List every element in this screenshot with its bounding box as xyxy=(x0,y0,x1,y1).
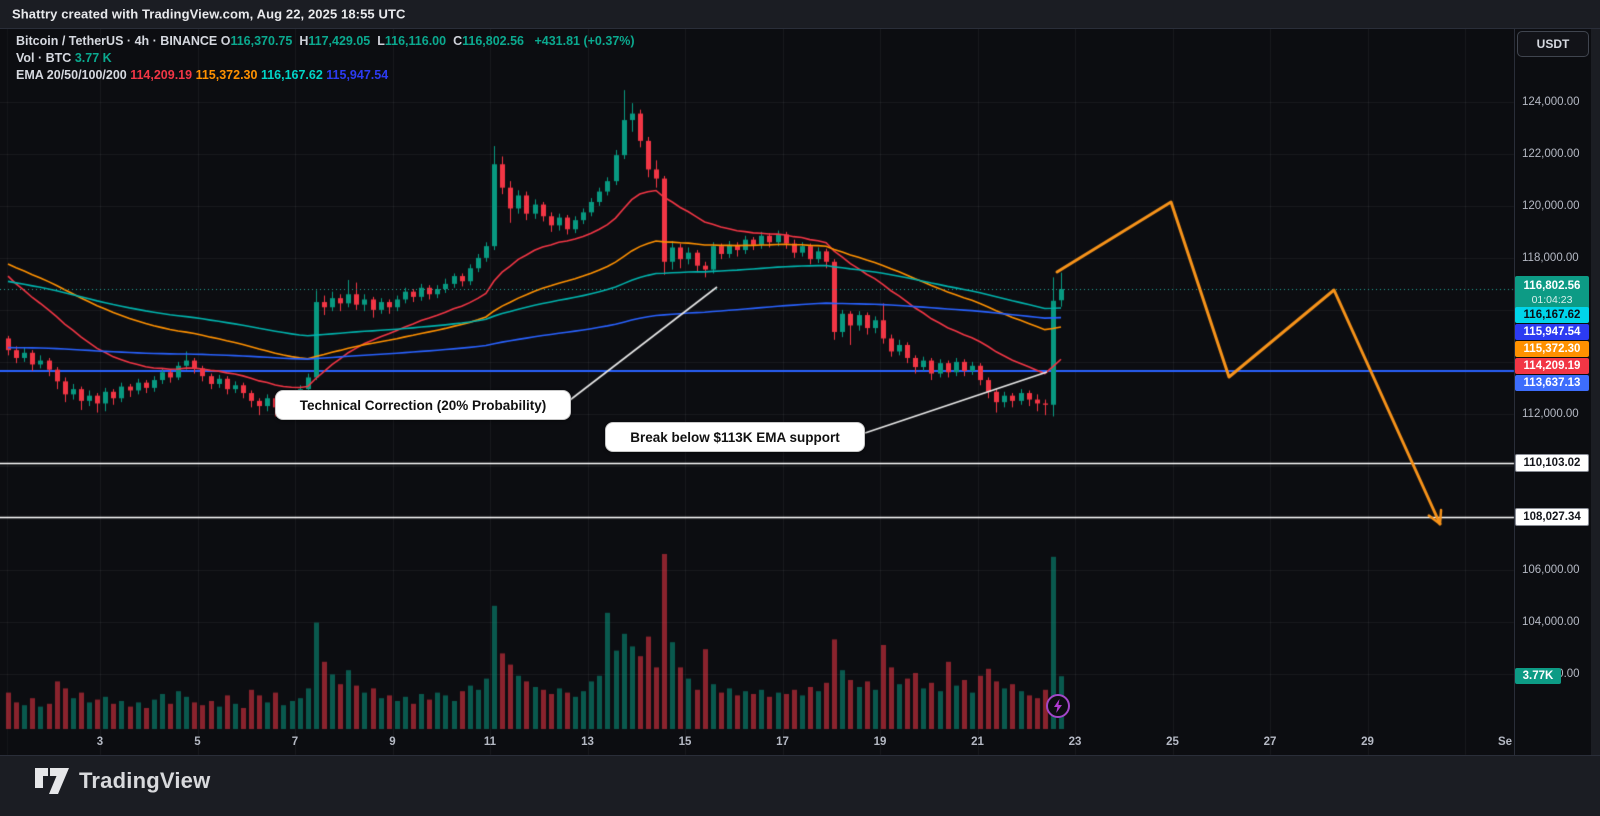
time-tick-label: 15 xyxy=(678,736,692,748)
exchange-label[interactable]: BINANCE xyxy=(160,34,218,48)
price-tick-label: 104,000.00 xyxy=(1522,615,1580,628)
brand-bar: TradingView xyxy=(0,756,1600,816)
time-tick-label: 25 xyxy=(1166,736,1179,748)
price-level-badge: 113,637.13 xyxy=(1515,375,1589,391)
symbol-title[interactable]: Bitcoin / TetherUS xyxy=(16,34,124,48)
price-level-badge: 115,372.30 xyxy=(1515,341,1589,357)
price-tick-label: 106,000.00 xyxy=(1522,563,1580,576)
ema-label: EMA 20/50/100/200 xyxy=(16,68,127,82)
chart-canvas[interactable] xyxy=(0,0,1600,760)
ohlc-h: H117,429.05 xyxy=(299,34,371,48)
ema-value-20: 114,209.19 xyxy=(130,68,193,82)
annotation-technical-correction[interactable]: Technical Correction (20% Probability) xyxy=(275,390,571,420)
price-tick-label: 124,000.00 xyxy=(1522,95,1580,108)
price-tick-label: 120,000.00 xyxy=(1522,199,1580,212)
time-tick-label: 27 xyxy=(1263,736,1277,748)
ohlc-c: C116,802.56 xyxy=(453,34,524,48)
symbol-row[interactable]: Bitcoin / TetherUS · 4h · BINANCE O116,3… xyxy=(16,34,635,48)
time-tick-label: 19 xyxy=(873,736,887,748)
time-tick-label: 17 xyxy=(776,736,789,748)
time-tick-label: 5 xyxy=(194,736,201,748)
time-tick-label: 21 xyxy=(971,736,984,748)
tradingview-logo-text: TradingView xyxy=(79,768,211,793)
time-tick-label: 23 xyxy=(1068,736,1082,748)
time-tick-label: 11 xyxy=(483,736,497,748)
ohlc-l: L116,116.00 xyxy=(377,34,447,48)
chart-top-border xyxy=(0,28,1600,29)
chart-bottom-border xyxy=(0,755,1600,756)
interval-label[interactable]: 4h xyxy=(134,34,150,48)
price-tick-label: 118,000.00 xyxy=(1522,251,1579,264)
annotation-break-below-support[interactable]: Break below $113K EMA support xyxy=(605,422,865,452)
price-tick-label: 122,000.00 xyxy=(1522,147,1580,160)
tradingview-logo-icon xyxy=(35,768,69,794)
attribution-text: Shattry created with TradingView.com, Au… xyxy=(12,6,406,22)
ohlc-o: O116,370.75 xyxy=(220,34,293,48)
volume-row[interactable]: Vol · BTC 3.77 K xyxy=(16,50,635,66)
volume-value-badge: 3.77K xyxy=(1515,668,1561,685)
time-tick-label: 3 xyxy=(96,736,104,748)
ema-value-100: 116,167.62 xyxy=(260,68,323,82)
time-tick-label: 29 xyxy=(1361,736,1374,748)
price-level-badge: 114,209.19 xyxy=(1515,358,1589,374)
lightning-marker-icon[interactable] xyxy=(1045,693,1071,719)
time-tick-label: 13 xyxy=(581,736,594,748)
ema-row[interactable]: EMA 20/50/100/200 114,209.19 115,372.30 … xyxy=(16,67,635,83)
price-level-badge: 116,167.62 xyxy=(1515,307,1589,323)
currency-toggle-button[interactable]: USDT xyxy=(1517,31,1589,57)
time-tick-label: 9 xyxy=(389,736,396,748)
ohlc-values: O116,370.75 H117,429.05 L116,116.00 C116,80… xyxy=(221,34,531,48)
change-value: +431.81 (+0.37%) xyxy=(534,34,635,48)
bar-countdown: 01:04:23 xyxy=(1531,294,1573,306)
time-tick-label: Se xyxy=(1497,736,1513,748)
price-tick-label: 112,000.00 xyxy=(1522,407,1579,420)
volume-value: 3.77 K xyxy=(74,51,112,65)
attribution-bar: Shattry created with TradingView.com, Au… xyxy=(0,0,1600,28)
tradingview-logo[interactable]: TradingView xyxy=(35,766,210,796)
support-level-badge: 110,103.02 xyxy=(1515,454,1589,473)
volume-label: Vol · BTC xyxy=(16,51,72,65)
ema-value-200: 115,947.54 xyxy=(326,68,389,82)
ema-value-50: 115,372.30 xyxy=(195,68,258,82)
last-price-badge: 116,802.56 01:04:23 xyxy=(1515,276,1589,310)
price-level-badge: 115,947.54 xyxy=(1515,324,1589,340)
last-price-value: 116,802.56 xyxy=(1523,280,1581,292)
chart-legend: Bitcoin / TetherUS · 4h · BINANCE O116,3… xyxy=(16,33,635,84)
time-tick-label: 7 xyxy=(291,736,299,748)
support-level-badge: 108,027.34 xyxy=(1515,508,1589,527)
